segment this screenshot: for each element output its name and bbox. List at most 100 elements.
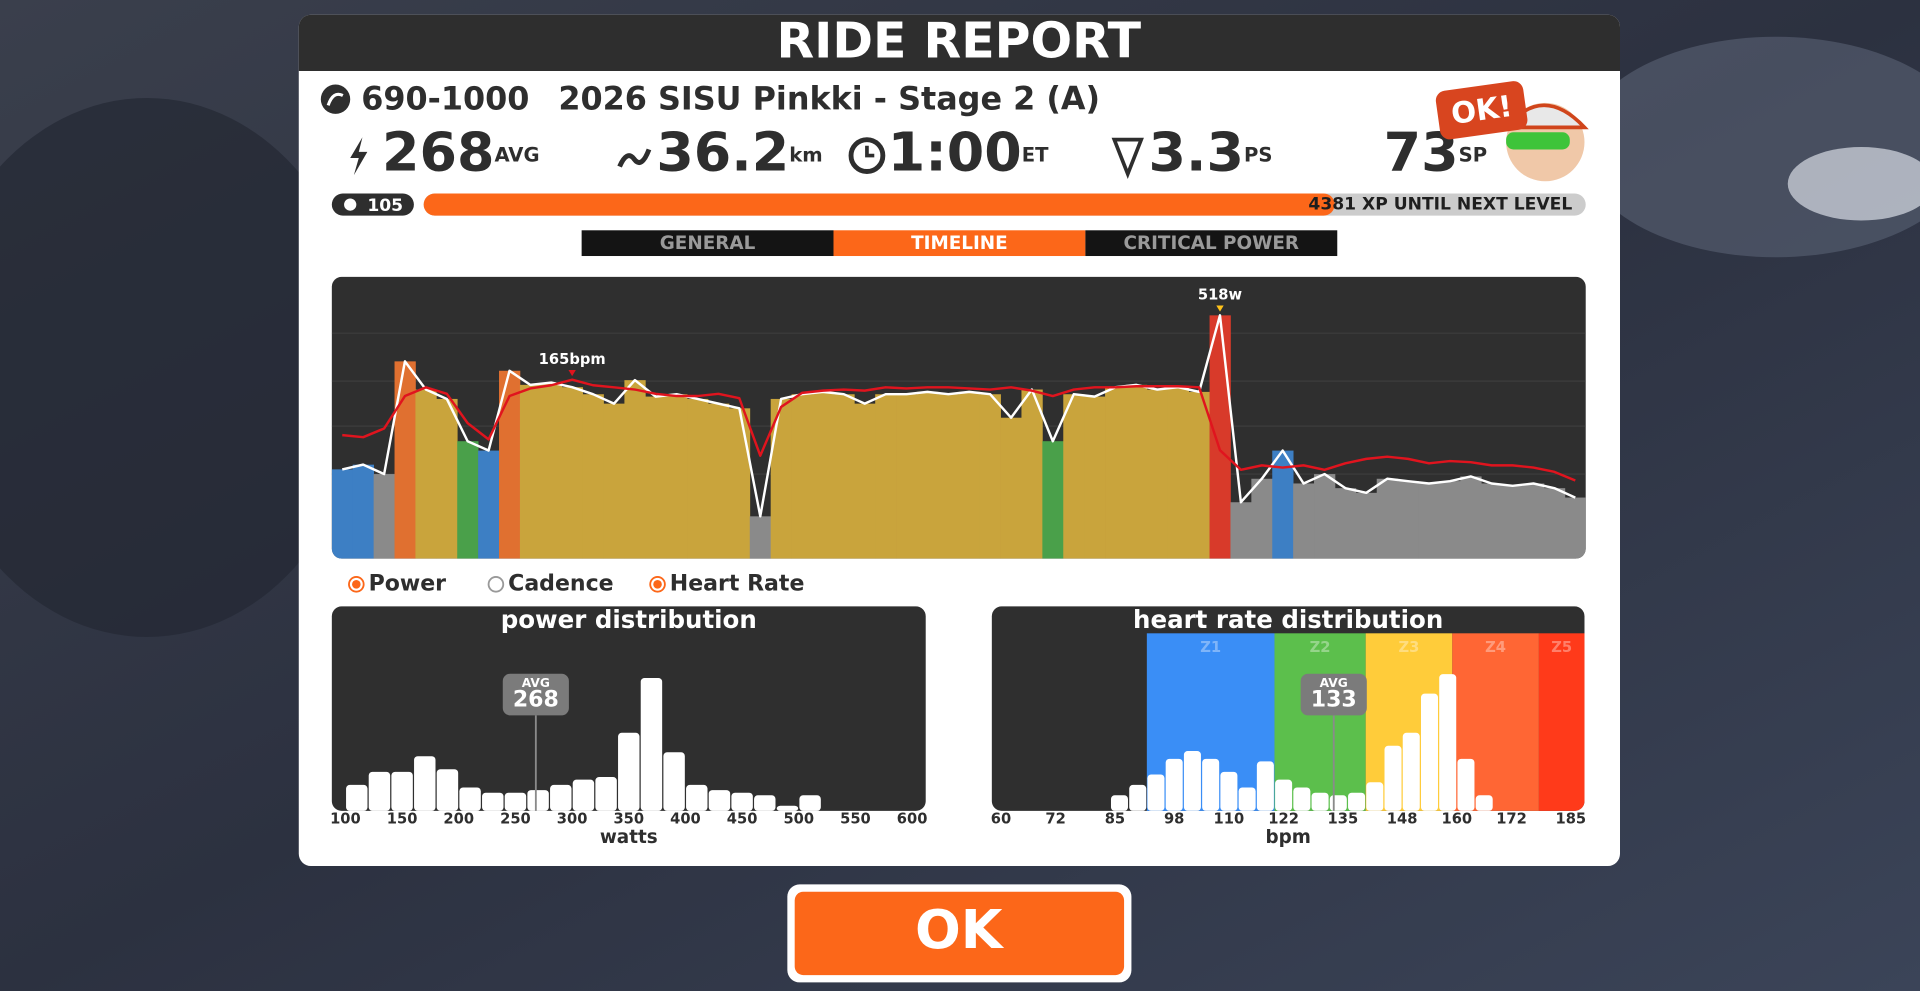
- annotation-marker: [1216, 305, 1224, 312]
- ok-button[interactable]: [794, 891, 1125, 976]
- x-tick-label: 100: [330, 811, 361, 828]
- tab-label[interactable]: CRITICAL POWER: [1124, 233, 1300, 254]
- histogram-bar: [618, 732, 640, 811]
- x-tick-label: 550: [840, 811, 871, 828]
- histogram-bar: [1439, 674, 1457, 811]
- bubble-box: [1435, 81, 1528, 140]
- time-icon-hands: [865, 145, 875, 158]
- power-bar: [812, 391, 834, 559]
- legend-label[interactable]: Power: [369, 571, 447, 596]
- background-shadow: [0, 98, 368, 637]
- event-name: 2026 SISU Pinkki - Stage 2 (A): [558, 79, 1100, 117]
- power-bar: [1146, 389, 1169, 559]
- power-bar: [561, 387, 583, 559]
- histogram-bar: [1275, 779, 1293, 811]
- power-bar: [373, 474, 395, 559]
- x-tick-label: 85: [1105, 811, 1125, 828]
- legend: Power Cadence Heart Rate: [348, 571, 805, 596]
- power-bar: [1376, 478, 1399, 559]
- power-bar: [624, 380, 646, 559]
- power-bar: [833, 394, 855, 559]
- x-tick-label: 122: [1268, 811, 1299, 828]
- hr-zone-label: Z4: [1485, 639, 1506, 656]
- tab[interactable]: [1085, 230, 1338, 257]
- x-tick-label: 500: [783, 811, 814, 828]
- power-bar: [937, 394, 960, 559]
- route-icon-glyph: [326, 92, 344, 106]
- power-bar: [1543, 488, 1566, 559]
- power-bar: [478, 450, 500, 559]
- x-tick-label: 72: [1045, 811, 1065, 828]
- x-tick-label: 60: [991, 811, 1011, 828]
- tab-label[interactable]: TIMELINE: [911, 233, 1008, 254]
- power-bar: [582, 394, 604, 559]
- histogram-bar: [391, 771, 413, 811]
- histogram-bar: [1311, 792, 1329, 811]
- histogram-bar: [1165, 758, 1183, 811]
- tab-label[interactable]: GENERAL: [660, 233, 756, 254]
- stat: 1:00ET: [888, 120, 1049, 183]
- timeline-chart: [331, 314, 1586, 559]
- histogram-bar: [799, 795, 821, 811]
- power-bar: [770, 398, 792, 559]
- legend-radio[interactable]: [487, 576, 505, 593]
- ok-button-label[interactable]: OK: [915, 898, 1005, 961]
- power-bar: [1481, 483, 1503, 559]
- heart-rate-distribution: Z1 Z2 Z3 Z4 Z5 60 72 85 98 110 122 135 148 160 172 185 h…: [991, 605, 1586, 848]
- avg-badge: [1300, 673, 1367, 716]
- histogram-bar: [776, 805, 799, 811]
- power-bar: [854, 403, 876, 559]
- power-bar: [415, 389, 437, 559]
- histogram-bar: [1147, 774, 1165, 811]
- power-bar: [1334, 488, 1357, 559]
- power-bar: [958, 391, 981, 559]
- legend-label[interactable]: Cadence: [508, 571, 613, 596]
- power-bar: [1502, 485, 1524, 559]
- histogram-bar: [708, 790, 731, 811]
- power-bar: [687, 398, 709, 559]
- stat-unit: km: [789, 143, 822, 166]
- stat-value: 268: [382, 120, 494, 183]
- power-dist-panel: [331, 606, 926, 811]
- histogram-bar: [640, 678, 663, 811]
- tab[interactable]: [833, 230, 1086, 257]
- power-bar: [331, 469, 354, 559]
- avatar-bubble: OK!: [1435, 81, 1528, 140]
- legend-radio-dot[interactable]: [653, 580, 662, 589]
- histogram-bar: [1366, 782, 1384, 811]
- stat-unit: ET: [1022, 143, 1049, 166]
- power-bar: [1167, 387, 1190, 559]
- histogram-bar: [663, 752, 685, 811]
- x-tick-label: 450: [727, 811, 758, 828]
- legend-radio-dot[interactable]: [352, 580, 361, 589]
- power-bar: [875, 394, 897, 559]
- power-bar: [916, 391, 939, 559]
- tab[interactable]: [581, 230, 834, 257]
- histogram-bar: [1129, 784, 1147, 811]
- power-bar: [1460, 476, 1482, 559]
- power-bar: [1355, 492, 1378, 559]
- hr-zone-label: Z5: [1551, 639, 1572, 656]
- histogram-bar: [504, 792, 527, 811]
- xp-fill: [423, 193, 1335, 216]
- legend-label[interactable]: Heart Rate: [670, 571, 805, 596]
- stat-value: 1:00: [888, 120, 1022, 183]
- power-bar: [1230, 502, 1252, 559]
- hr-zone-label: Z3: [1399, 639, 1420, 656]
- power-bar: [1042, 441, 1064, 559]
- power-line: [341, 314, 1576, 518]
- x-tick-label: 110: [1214, 811, 1245, 828]
- power-bar: [1209, 315, 1231, 559]
- avg-value: 133: [1311, 688, 1357, 713]
- histogram-bar: [1256, 761, 1274, 811]
- power-bar: [1397, 481, 1419, 559]
- avg-label: AVG: [522, 676, 550, 690]
- power-bar: [1293, 483, 1315, 559]
- avatar-glasses: [1506, 132, 1570, 150]
- histogram-bar: [1384, 745, 1402, 811]
- stat: 3.3PS: [1149, 120, 1273, 183]
- timeline-annotations: 165bpm 518w: [539, 287, 1243, 377]
- power-bar: [1564, 497, 1586, 559]
